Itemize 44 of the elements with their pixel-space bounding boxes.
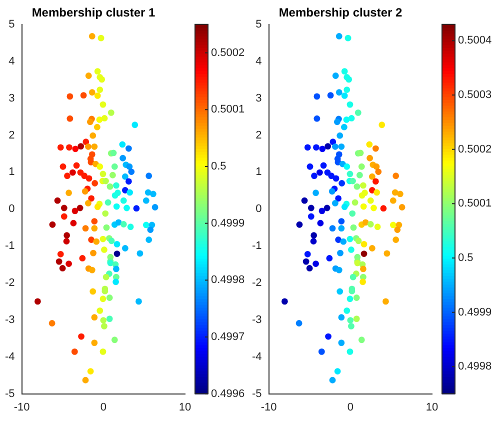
y-tick-label: 3 [256,92,262,104]
color-bar-label: 0.5001 [211,104,245,116]
y-tick-label: -1 [5,240,15,252]
y-tick-label: -2 [5,277,15,290]
x-tick-label: 0 [100,401,106,414]
color-bar-label: 0.4996 [211,388,245,400]
color-bar-label: 0.4999 [211,217,245,230]
y-tick-label: 1 [256,166,262,178]
color-bar-label: 0.4999 [458,306,492,318]
x-tick-label: 10 [426,401,438,414]
y-tick-label: -3 [252,314,262,326]
color-bar-label: 0.5002 [211,46,245,59]
chart-title: Membership cluster 2 [278,6,403,20]
x-tick-label: 0 [347,401,354,414]
y-tick-label: -5 [5,388,15,400]
y-tick-label: -3 [5,314,15,326]
y-tick-label: 4 [256,55,262,68]
y-tick-label: -4 [252,350,262,363]
color-bar-label: 0.4998 [211,274,245,286]
y-tick-label: -2 [252,277,262,290]
x-tick-label: 10 [178,401,192,414]
y-tick-label: 0 [8,203,15,216]
y-tick-label: 0 [256,203,262,216]
color-bar-label: 0.5004 [458,34,492,47]
color-bar-label: 0.5 [458,252,474,264]
color-bar-label: 0.5002 [458,143,492,156]
y-tick-label: -4 [5,350,15,363]
x-tick-label: -10 [260,401,277,414]
y-tick-label: 3 [8,92,15,104]
y-tick-label: 4 [8,55,15,68]
chart-title: Membership cluster 1 [32,6,156,20]
y-tick-label: 2 [256,129,262,142]
y-tick-label: -1 [252,240,262,252]
x-tick-label: -10 [14,401,30,414]
y-tick-label: 1 [8,166,15,178]
color-bar-label: 0.5 [211,160,226,173]
color-bar-label: 0.5003 [458,89,492,102]
color-bar-label: 0.4998 [458,360,492,373]
y-tick-label: 5 [8,18,15,30]
color-bar-label: 0.4997 [211,331,245,343]
y-tick-label: 2 [8,129,15,142]
color-bar-label: 0.5001 [458,198,492,210]
y-tick-label: 5 [256,18,262,30]
y-tick-label: -5 [252,388,262,400]
